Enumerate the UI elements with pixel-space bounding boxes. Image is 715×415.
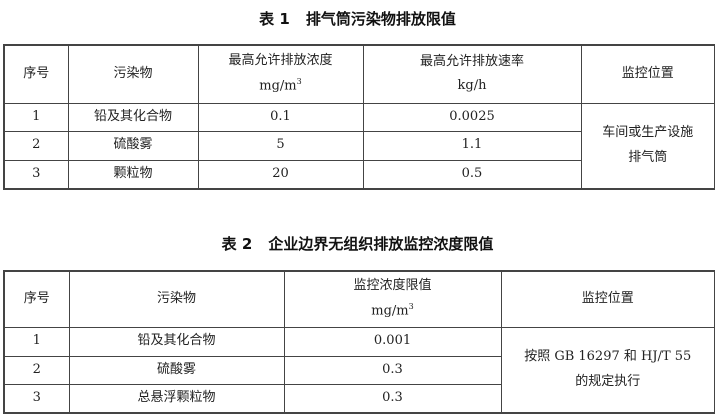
cell-conc: 0.1 [197, 102, 364, 132]
unit-sup: 3 [296, 77, 302, 87]
cell-seq: 3 [3, 383, 70, 414]
header-location: 监控位置 [580, 44, 715, 104]
unit-text: mg/m [259, 78, 297, 94]
cell-rate: 0.5 [362, 159, 582, 190]
table1-title: 排气筒污染物排放限值 [305, 10, 456, 28]
location-line2: 排气筒 [628, 149, 668, 165]
header-seq: 序号 [3, 44, 69, 104]
cell-pollutant: 总悬浮颗粒物 [68, 383, 285, 414]
location-line1: 车间或生产设施 [602, 125, 694, 141]
cell-seq: 3 [3, 159, 69, 190]
cell-seq: 2 [3, 355, 70, 385]
table2-caption: 表 2 企业边界无组织排放监控浓度限值 [0, 233, 715, 254]
unit-sup: 3 [408, 302, 414, 312]
table-row: 1 铅及其化合物 0.001 按照 GB 16297 和 HJ/T 55 的规定执… [3, 326, 715, 414]
header-rate-unit: kg/h [457, 78, 487, 94]
header-seq: 序号 [3, 270, 70, 328]
table-row: 2 硫酸雾 0.3 [3, 355, 715, 385]
table-row: 1 铅及其化合物 0.1 0.0025 车间或生产设施 排气筒 [3, 102, 715, 190]
table-row: 3 颗粒物 20 0.5 [3, 159, 715, 190]
header-conc-label: 监控浓度限值 [353, 278, 432, 294]
location-line1: 按照 GB 16297 和 HJ/T 55 [524, 349, 692, 365]
header-pollutant: 污染物 [67, 44, 199, 104]
table1-header-row: 序号 污染物 最高允许排放浓度 mg/m3 最高允许排放速率 kg/h 监控位置 [3, 44, 715, 104]
cell-conc: 0.3 [283, 383, 502, 414]
cell-pollutant: 硫酸雾 [68, 355, 285, 385]
header-conc-label: 最高允许排放浓度 [228, 53, 333, 69]
header-conc: 最高允许排放浓度 mg/m3 [197, 44, 364, 104]
cell-pollutant: 铅及其化合物 [67, 102, 199, 132]
cell-rate: 0.0025 [362, 102, 582, 132]
table-row: 3 总悬浮颗粒物 0.3 [3, 383, 715, 414]
table1: 序号 污染物 最高允许排放浓度 mg/m3 最高允许排放速率 kg/h 监控位置 1… [3, 44, 715, 190]
header-pollutant: 污染物 [68, 270, 285, 328]
table2-header-row: 序号 污染物 监控浓度限值 mg/m3 监控位置 [3, 270, 715, 328]
table2-title: 企业边界无组织排放监控浓度限值 [268, 235, 494, 253]
table2-number: 表 2 [221, 235, 253, 253]
cell-location: 按照 GB 16297 和 HJ/T 55 的规定执行 [500, 326, 715, 414]
header-rate-label: 最高允许排放速率 [419, 53, 524, 69]
location-line2: 的规定执行 [575, 373, 641, 389]
cell-seq: 1 [3, 102, 69, 132]
header-location: 监控位置 [500, 270, 715, 328]
header-conc-unit: mg/m3 [199, 74, 363, 99]
cell-rate: 1.1 [362, 130, 582, 161]
cell-conc: 0.001 [283, 326, 502, 357]
header-conc: 监控浓度限值 mg/m3 [283, 270, 502, 328]
cell-pollutant: 硫酸雾 [67, 130, 199, 161]
table1-number: 表 1 [259, 10, 290, 28]
table1-caption: 表 1 排气筒污染物排放限值 [0, 8, 715, 29]
cell-seq: 2 [3, 130, 69, 161]
cell-conc: 5 [197, 130, 364, 161]
unit-text: mg/m [371, 303, 409, 319]
table2: 序号 污染物 监控浓度限值 mg/m3 监控位置 1 铅及其化合物 0.001 按… [3, 270, 715, 414]
cell-pollutant: 铅及其化合物 [68, 326, 285, 357]
cell-seq: 1 [3, 326, 70, 357]
cell-conc: 0.3 [283, 355, 502, 385]
cell-location: 车间或生产设施 排气筒 [580, 102, 715, 190]
table-row: 2 硫酸雾 5 1.1 [3, 130, 715, 161]
header-rate: 最高允许排放速率 kg/h [362, 44, 582, 104]
cell-pollutant: 颗粒物 [67, 159, 199, 190]
header-conc-unit: mg/m3 [285, 299, 501, 324]
cell-conc: 20 [197, 159, 364, 190]
